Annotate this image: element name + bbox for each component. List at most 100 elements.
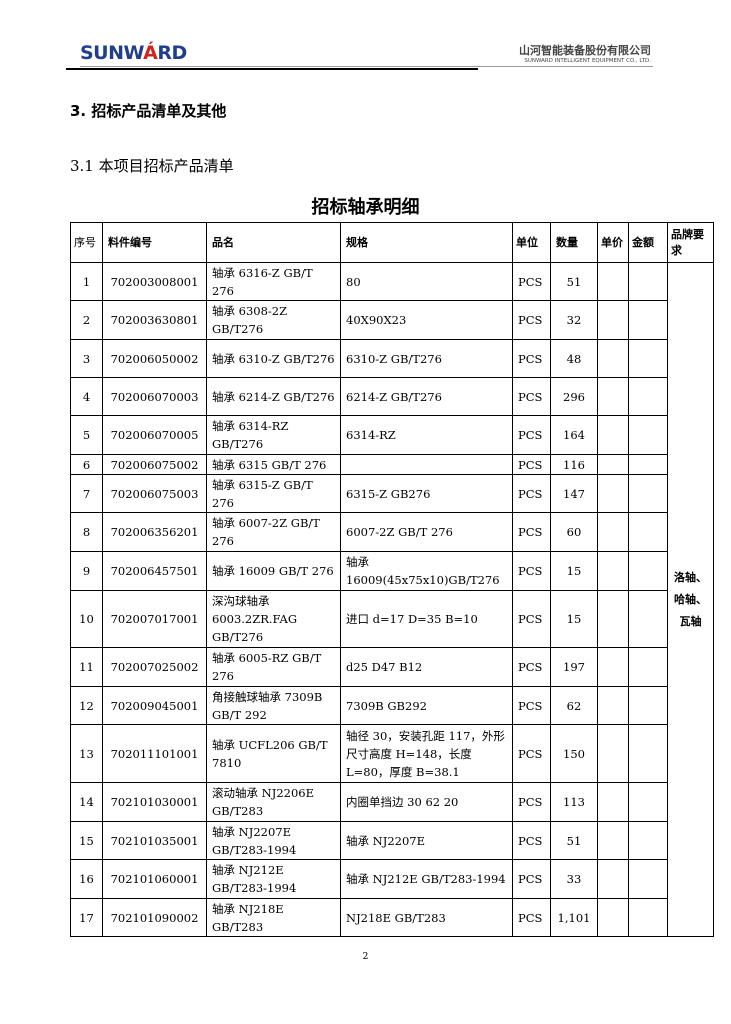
item-code: 702009045001: [102, 686, 207, 725]
row-number: 4: [70, 377, 103, 416]
row-number: 14: [70, 782, 103, 822]
row-number: 16: [70, 859, 103, 899]
row-number: 17: [70, 898, 103, 937]
unit: PCS: [512, 724, 551, 783]
product-name: 轴承 NJ2207E GB/T283-1994: [206, 821, 341, 860]
amount: [628, 262, 668, 301]
unit-price: [597, 821, 629, 860]
quantity: 116: [550, 454, 598, 475]
unit: PCS: [512, 859, 551, 899]
bearing-table: 序号 料件编号 品名 规格 单位 数量 单价 金额 品牌要求 1 702003008001 轴承 6…: [70, 222, 714, 937]
unit: PCS: [512, 647, 551, 687]
quantity: 164: [550, 415, 598, 455]
unit-price: [597, 898, 629, 937]
column-header: 料件编号: [102, 222, 207, 263]
amount: [628, 377, 668, 416]
unit: PCS: [512, 782, 551, 822]
amount: [628, 898, 668, 937]
unit-price: [597, 686, 629, 725]
item-code: 702101030001: [102, 782, 207, 822]
item-code: 702006070003: [102, 377, 207, 416]
unit: PCS: [512, 300, 551, 340]
unit: PCS: [512, 590, 551, 648]
specification: 内圈单挡边 30 62 20: [340, 782, 513, 822]
unit-price: [597, 724, 629, 783]
product-name: 轴承 6315-Z GB/T 276: [206, 474, 341, 513]
specification: 40X90X23: [340, 300, 513, 340]
unit-price: [597, 300, 629, 340]
amount: [628, 512, 668, 552]
unit: PCS: [512, 686, 551, 725]
specification: 80: [340, 262, 513, 301]
row-number: 2: [70, 300, 103, 340]
unit-price: [597, 647, 629, 687]
specification: 7309B GB292: [340, 686, 513, 725]
row-number: 7: [70, 474, 103, 513]
table-row: 13 702011101001 轴承 UCFL206 GB/T 7810 轴径 30，…: [70, 724, 714, 783]
table-row: 8 702006356201 轴承 6007-2Z GB/T 276 6007-2Z …: [70, 512, 714, 552]
quantity: 15: [550, 551, 598, 591]
column-header: 规格: [340, 222, 513, 263]
specification: 轴承 16009(45x75x10)GB/T276: [340, 551, 513, 591]
quantity: 113: [550, 782, 598, 822]
specification: 6310-Z GB/T276: [340, 339, 513, 378]
quantity: 33: [550, 859, 598, 899]
amount: [628, 339, 668, 378]
row-number: 1: [70, 262, 103, 301]
unit-price: [597, 782, 629, 822]
column-header: 序号: [70, 222, 103, 263]
item-code: 702007025002: [102, 647, 207, 687]
table-row: 5 702006070005 轴承 6314-RZ GB/T276 6314-RZ PC…: [70, 415, 714, 455]
unit-price: [597, 415, 629, 455]
table-row: 2 702003630801 轴承 6308-2Z GB/T276 40X90X23 P…: [70, 300, 714, 340]
amount: [628, 590, 668, 648]
unit-price: [597, 377, 629, 416]
row-number: 10: [70, 590, 103, 648]
product-name: 轴承 6214-Z GB/T276: [206, 377, 341, 416]
table-row: 11 702007025002 轴承 6005-RZ GB/T 276 d25 D47…: [70, 647, 714, 687]
column-header: 单位: [512, 222, 551, 263]
table-row: 12 702009045001 角接触球轴承 7309B GB/T 292 7309B…: [70, 686, 714, 725]
brand-requirement: 洛轴、哈轴、瓦轴: [667, 262, 714, 937]
product-name: 轴承 6308-2Z GB/T276: [206, 300, 341, 340]
unit: PCS: [512, 415, 551, 455]
column-header: 金额: [628, 222, 668, 263]
row-number: 15: [70, 821, 103, 860]
item-code: 702101035001: [102, 821, 207, 860]
item-code: 702101060001: [102, 859, 207, 899]
amount: [628, 300, 668, 340]
unit-price: [597, 512, 629, 552]
specification: 轴承 NJ2207E: [340, 821, 513, 860]
unit: PCS: [512, 512, 551, 552]
item-code: 702003630801: [102, 300, 207, 340]
row-number: 8: [70, 512, 103, 552]
table-row: 1 702003008001 轴承 6316-Z GB/T 276 80 PCS 51 洛轴…: [70, 262, 714, 937]
column-header: 数量: [550, 222, 598, 263]
specification: 6314-RZ: [340, 415, 513, 455]
item-code: 702003008001: [102, 262, 207, 301]
product-name: 轴承 UCFL206 GB/T 7810: [206, 724, 341, 783]
unit: PCS: [512, 377, 551, 416]
amount: [628, 415, 668, 455]
quantity: 48: [550, 339, 598, 378]
table-row: 3 702006050002 轴承 6310-Z GB/T276 6310-Z GB/…: [70, 339, 714, 378]
unit-price: [597, 590, 629, 648]
table-row: 4 702006070003 轴承 6214-Z GB/T276 6214-Z GB/…: [70, 377, 714, 416]
amount: [628, 454, 668, 475]
product-name: 轴承 6005-RZ GB/T 276: [206, 647, 341, 687]
table-row: 16 702101060001 轴承 NJ212E GB/T283-1994 轴承 N…: [70, 859, 714, 899]
unit: PCS: [512, 821, 551, 860]
row-number: 12: [70, 686, 103, 725]
item-code: 702006075003: [102, 474, 207, 513]
unit: PCS: [512, 898, 551, 937]
amount: [628, 821, 668, 860]
product-name: 滚动轴承 NJ2206E GB/T283: [206, 782, 341, 822]
specification: 进口 d=17 D=35 B=10: [340, 590, 513, 648]
specification: 6315-Z GB276: [340, 474, 513, 513]
table-row: 10 702007017001 深沟球轴承 6003.2ZR.FAG GB/T276…: [70, 590, 714, 648]
unit: PCS: [512, 339, 551, 378]
company-name-en: SUNWARD INTELLIGENT EQUIPMENT CO., LTD.: [524, 58, 651, 64]
unit-price: [597, 454, 629, 475]
table-title: 招标轴承明细: [311, 197, 420, 218]
